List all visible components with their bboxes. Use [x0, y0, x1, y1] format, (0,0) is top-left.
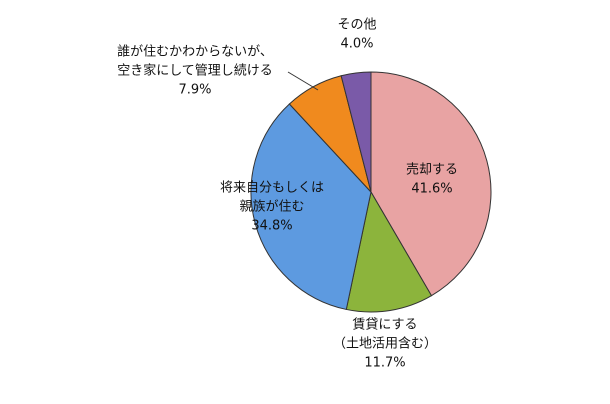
slice-label: 将来自分もしくは: [220, 181, 324, 196]
pie-slice: [370, 71, 492, 297]
slice-label: 賃貸にする: [352, 317, 417, 333]
leader-line: [287, 71, 319, 91]
value-label: 11.7%: [364, 356, 405, 371]
slice-label: 空き家にして管理し続ける: [117, 63, 273, 79]
value-label: 34.8%: [251, 219, 292, 234]
pie-slice: [345, 190, 433, 313]
value-label: 7.9%: [178, 83, 211, 98]
value-label: 41.6%: [411, 182, 452, 197]
value-label: 4.0%: [340, 37, 373, 52]
slice-label: 誰が住むかわからないが、: [117, 44, 273, 60]
pie-slice: [340, 71, 372, 193]
pie-slice: [250, 103, 372, 311]
slice-label: 売却する: [406, 162, 458, 178]
slice-label: （土地活用含む）: [333, 336, 437, 352]
slice-label: 親族が住む: [239, 199, 304, 215]
slice-label: その他: [337, 18, 376, 33]
